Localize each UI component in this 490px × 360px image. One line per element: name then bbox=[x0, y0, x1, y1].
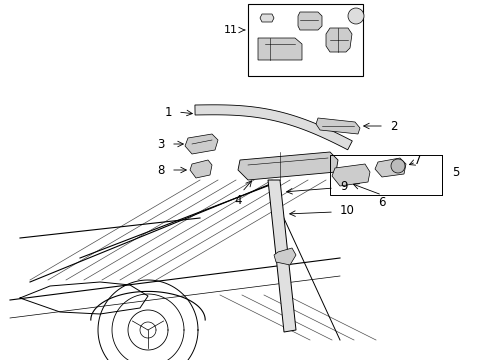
Text: 6: 6 bbox=[378, 196, 386, 209]
Text: 8: 8 bbox=[158, 163, 165, 176]
Polygon shape bbox=[332, 164, 370, 186]
Polygon shape bbox=[326, 28, 352, 52]
Polygon shape bbox=[238, 152, 338, 180]
Polygon shape bbox=[268, 180, 296, 332]
Circle shape bbox=[348, 8, 364, 24]
Bar bbox=[330, 155, 442, 195]
Polygon shape bbox=[190, 160, 212, 178]
Polygon shape bbox=[375, 158, 406, 177]
Polygon shape bbox=[185, 134, 218, 154]
Circle shape bbox=[391, 159, 405, 173]
Polygon shape bbox=[316, 118, 360, 134]
Text: 5: 5 bbox=[452, 166, 460, 179]
Text: 7: 7 bbox=[414, 153, 421, 166]
Text: 11: 11 bbox=[224, 25, 238, 35]
Bar bbox=[248, 4, 363, 76]
Polygon shape bbox=[298, 12, 322, 30]
Polygon shape bbox=[260, 14, 274, 22]
Text: 9: 9 bbox=[340, 180, 347, 193]
Polygon shape bbox=[258, 38, 302, 60]
Polygon shape bbox=[274, 248, 296, 265]
Text: 1: 1 bbox=[165, 105, 172, 118]
Text: 3: 3 bbox=[158, 138, 165, 150]
Text: 2: 2 bbox=[390, 120, 397, 132]
Polygon shape bbox=[195, 105, 352, 150]
Text: 4: 4 bbox=[234, 194, 242, 207]
Text: 10: 10 bbox=[340, 203, 355, 216]
